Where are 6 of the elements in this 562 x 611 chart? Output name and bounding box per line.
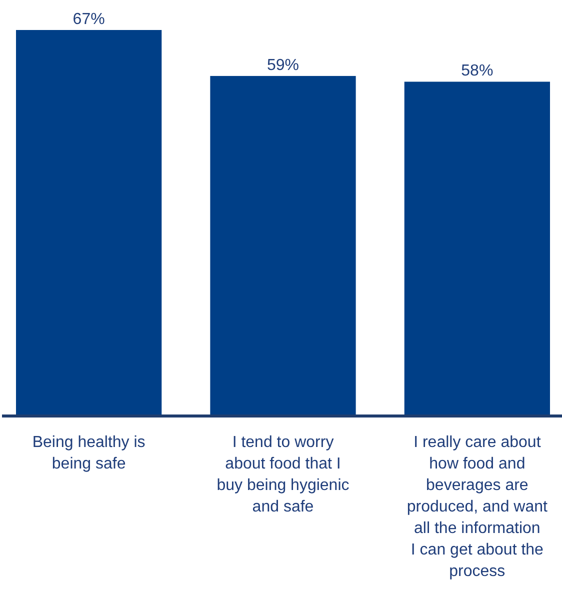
data-label: 58%	[461, 62, 494, 80]
data-label: 59%	[266, 56, 300, 74]
x-tick-label: I really care about how food and beverages are produced, and want all the information I can get about the process	[406, 434, 548, 580]
x-tick-label: Being healthy is being safe	[32, 434, 146, 472]
x-tick-label: I tend to worry about food that I buy being hygienic and safe	[216, 434, 350, 516]
data-label: 67%	[72, 11, 105, 28]
